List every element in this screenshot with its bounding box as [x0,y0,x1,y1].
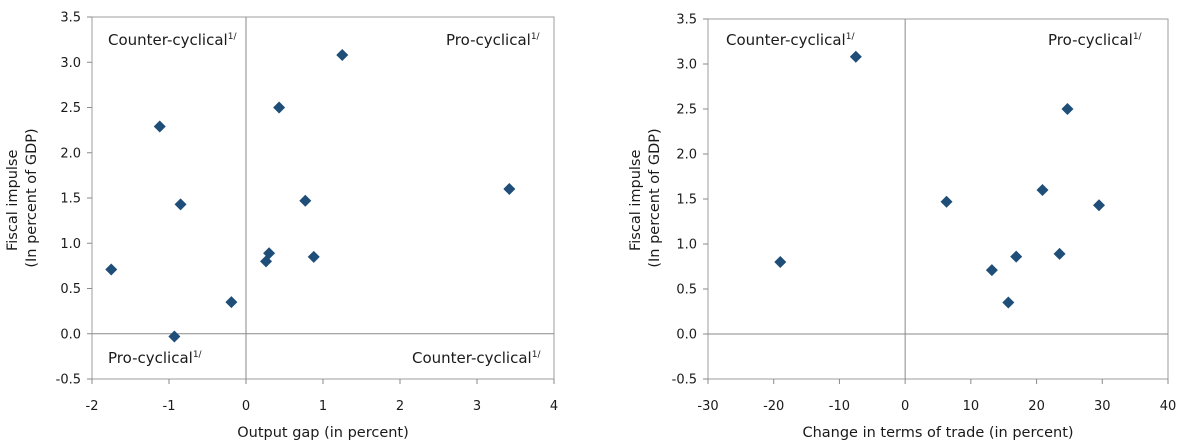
y-tick-label: 1.5 [60,192,81,207]
y-tick-label: 2.0 [60,146,81,161]
plot-area-right [707,18,1169,380]
y-tick-labels-left: -0.5 0.0 0.5 1.0 1.5 2.0 2.5 3.0 3.5 [56,11,81,388]
scatter-point [336,49,349,62]
y-tick-label: 2.0 [676,148,697,163]
y-tick-label: -0.5 [672,373,697,388]
y-tick-label: 1.0 [676,238,697,253]
axes-right [703,18,1169,384]
y-tick-label: 0.5 [60,282,81,297]
scatter-point [1002,296,1015,309]
scatter-point [1053,247,1066,260]
series-points-left [105,49,516,343]
scatter-point [225,296,238,309]
plot-area-left [91,16,555,380]
scatter-point [774,256,787,268]
quadrant-label-top-right: Pro-cyclical1/ [446,31,541,49]
quadrant-label-top-left: Counter-cyclical1/ [726,31,855,49]
y-tick-label: 3.0 [60,56,81,71]
chart-left: -0.5 0.0 0.5 1.0 1.5 2.0 2.5 3.0 3.5 -2 -1 0 1 2 3 4 C… [5,11,558,442]
x-tick-label: 20 [1028,399,1045,414]
quadrant-label-top-right: Pro-cyclical1/ [1048,31,1143,49]
y-tick-label: 1.5 [676,193,697,208]
quadrant-label-bottom-right: Counter-cyclical1/ [412,349,541,367]
x-tick-label: -10 [829,399,850,414]
scatter-point [168,330,181,343]
scatter-point [940,195,953,208]
x-tick-label: 4 [550,399,558,414]
y-tick-label: 3.5 [60,11,81,26]
scatter-point [263,247,276,260]
x-tick-label: 2 [396,399,404,414]
scatter-point [299,194,312,207]
series-points-right [774,50,1105,309]
x-tick-label: 1 [319,399,327,414]
quadrant-label-top-left: Counter-cyclical1/ [108,31,237,49]
x-tick-label: 40 [1160,399,1177,414]
x-tick-labels-left: -2 -1 0 1 2 3 4 [86,399,559,414]
x-axis-title-right: Change in terms of trade (in percent) [802,425,1073,441]
scatter-point [1010,250,1023,263]
scatter-point [985,264,998,277]
x-tick-label: -1 [163,399,176,414]
y-axis-title-right: Fiscal impulse (In percent of GDP) [628,128,663,267]
quadrant-label-bottom-left: Pro-cyclical1/ [108,349,203,367]
x-tick-label: 0 [901,399,909,414]
scatter-point [1061,103,1074,115]
y-tick-label: 2.5 [60,101,81,116]
y-tick-label: 2.5 [676,103,697,118]
y-tick-label: 3.0 [676,58,697,73]
scatter-point [174,198,187,211]
scatter-point [849,50,862,63]
y-axis-title-left: Fiscal impulse (In percent of GDP) [5,128,40,267]
x-tick-label: 3 [473,399,481,414]
y-tick-label: -0.5 [56,373,81,388]
y-tick-label: 3.5 [676,13,697,28]
axes-left [87,16,555,384]
x-tick-label: -20 [763,399,784,414]
y-tick-label: 0.5 [676,283,697,298]
x-tick-label: -30 [697,399,718,414]
y-tick-label: 1.0 [60,237,81,252]
x-axis-title-left: Output gap (in percent) [237,425,409,441]
chart-right: -0.5 0.0 0.5 1.0 1.5 2.0 2.5 3.0 3.5 -30 -20 -10 0 1… [628,13,1176,442]
scatter-point [273,101,286,114]
scatter-point [503,182,516,195]
scatter-point [1036,184,1049,196]
scatter-point [105,263,118,276]
y-tick-label: 0.0 [676,328,697,343]
y-tick-labels-right: -0.5 0.0 0.5 1.0 1.5 2.0 2.5 3.0 3.5 [672,13,697,388]
scatter-point [1093,199,1105,212]
scatter-point [307,250,320,263]
x-tick-label: 30 [1094,399,1111,414]
scatter-point [153,120,166,133]
y-tick-label: 0.0 [60,327,81,342]
x-tick-labels-right: -30 -20 -10 0 10 20 30 40 [697,399,1176,414]
x-tick-label: 10 [963,399,980,414]
x-tick-label: 0 [242,399,250,414]
x-tick-label: -2 [86,399,99,414]
